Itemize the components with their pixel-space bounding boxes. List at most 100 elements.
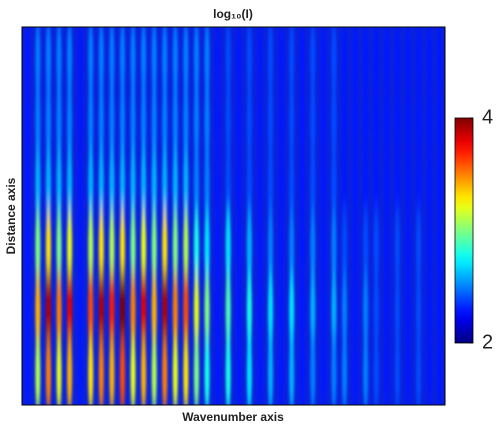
heatmap-cell bbox=[172, 145, 178, 224]
heatmap-cell bbox=[66, 334, 73, 405]
heatmap-cell bbox=[66, 82, 73, 161]
heatmap-cell bbox=[183, 27, 189, 98]
heatmap-cell bbox=[45, 271, 52, 350]
heatmap-cell bbox=[162, 334, 168, 405]
heatmap-cell bbox=[331, 82, 337, 161]
heatmap-cell bbox=[172, 271, 178, 350]
heatmap-cell bbox=[246, 208, 252, 287]
heatmap-cell bbox=[310, 208, 316, 287]
heatmap-cell bbox=[363, 27, 369, 98]
heatmap-cell bbox=[299, 82, 305, 161]
heatmap-cell bbox=[119, 334, 126, 405]
heatmap-cell bbox=[24, 27, 30, 98]
heatmap-cell bbox=[24, 145, 30, 224]
heatmap-cell bbox=[236, 334, 242, 405]
heatmap-cell bbox=[352, 145, 358, 224]
heatmap-cell bbox=[151, 27, 157, 98]
heatmap-cell bbox=[310, 27, 316, 98]
y-axis-label: Distance axis bbox=[4, 177, 18, 254]
heatmap-cell bbox=[162, 208, 168, 287]
heatmap-cell bbox=[151, 82, 157, 161]
heatmap-cell bbox=[278, 208, 284, 287]
heatmap-cell bbox=[66, 27, 73, 98]
heatmap-cell bbox=[310, 82, 316, 161]
heatmap-cell bbox=[130, 271, 136, 350]
heatmap-cell bbox=[437, 334, 443, 405]
heatmap-cell bbox=[246, 145, 252, 224]
heatmap-cell bbox=[130, 145, 136, 224]
heatmap-cell bbox=[437, 145, 443, 224]
heatmap-cell bbox=[66, 271, 73, 350]
heatmap-cell bbox=[151, 208, 157, 287]
heatmap-cell bbox=[352, 27, 358, 98]
heatmap-cell bbox=[257, 208, 263, 287]
chart-title: log₁₀(I) bbox=[213, 7, 253, 21]
heatmap-cell bbox=[289, 145, 295, 224]
heatmap-cell bbox=[363, 208, 369, 287]
heatmap-cell bbox=[299, 145, 305, 224]
heatmap-cell bbox=[88, 271, 94, 350]
heatmap-cell bbox=[299, 208, 305, 287]
heatmap-cell bbox=[193, 82, 200, 161]
heatmap-cell bbox=[341, 145, 348, 224]
heatmap-cell bbox=[384, 271, 390, 350]
heatmap-cell bbox=[204, 145, 210, 224]
heatmap-cell bbox=[341, 27, 348, 98]
heatmap-cell bbox=[172, 27, 178, 98]
heatmap-cell bbox=[299, 271, 305, 350]
heatmap-cell bbox=[45, 145, 52, 224]
heatmap-cell bbox=[373, 27, 379, 98]
heatmap-cell bbox=[320, 271, 326, 350]
colorbar-tick-label: 4 bbox=[482, 106, 493, 128]
heatmap-cell bbox=[278, 271, 284, 350]
heatmap-cell bbox=[193, 334, 200, 405]
heatmap-cell bbox=[130, 208, 136, 287]
heatmap-cell bbox=[98, 27, 104, 98]
heatmap-cell bbox=[373, 271, 379, 350]
heatmap-cell bbox=[394, 208, 401, 287]
heatmap-cell bbox=[278, 145, 284, 224]
heatmap-cell bbox=[246, 27, 252, 98]
heatmap-cell bbox=[183, 208, 189, 287]
heatmap-cell bbox=[415, 27, 422, 98]
heatmap-cell bbox=[215, 82, 221, 161]
heatmap-cell bbox=[257, 82, 263, 161]
heatmap-cell bbox=[352, 334, 358, 405]
heatmap-cell bbox=[141, 271, 147, 350]
heatmap-cell bbox=[204, 334, 210, 405]
heatmap-cell bbox=[289, 208, 295, 287]
heatmap-cell bbox=[119, 27, 126, 98]
heatmap-cell bbox=[119, 82, 126, 161]
heatmap-cell bbox=[109, 208, 115, 287]
colorbar-tick-label: 2 bbox=[482, 331, 493, 353]
heatmap-cell bbox=[35, 82, 41, 161]
heatmap-cell bbox=[225, 334, 231, 405]
heatmap-cell bbox=[267, 334, 274, 405]
heatmap-cell bbox=[24, 82, 30, 161]
heatmap-cell bbox=[45, 82, 52, 161]
heatmap-cell bbox=[373, 145, 379, 224]
heatmap-cell bbox=[66, 145, 73, 224]
heatmap-cell bbox=[373, 334, 379, 405]
heatmap-cell bbox=[109, 271, 115, 350]
heatmap-cell bbox=[394, 82, 401, 161]
heatmap-cell bbox=[109, 27, 115, 98]
heatmap-cell bbox=[98, 334, 104, 405]
heatmap-cell bbox=[236, 82, 242, 161]
heatmap-cell bbox=[415, 145, 422, 224]
heatmap-cell bbox=[267, 27, 274, 98]
heatmap-cell bbox=[384, 334, 390, 405]
plot-background bbox=[22, 27, 445, 405]
heatmap-cell bbox=[77, 82, 83, 161]
heatmap-cell bbox=[257, 334, 263, 405]
heatmap-cell bbox=[56, 271, 62, 350]
heatmap-cell bbox=[141, 334, 147, 405]
heatmap bbox=[24, 27, 443, 405]
heatmap-cell bbox=[236, 208, 242, 287]
heatmap-cell bbox=[289, 82, 295, 161]
heatmap-cell bbox=[98, 145, 104, 224]
heatmap-cell bbox=[299, 27, 305, 98]
heatmap-cell bbox=[405, 334, 411, 405]
heatmap-cell bbox=[310, 334, 316, 405]
